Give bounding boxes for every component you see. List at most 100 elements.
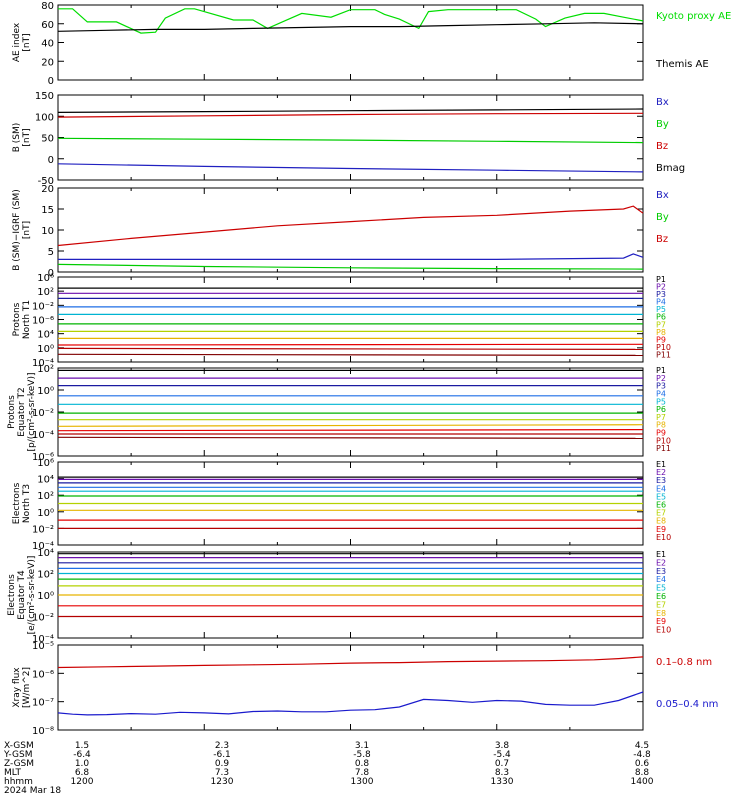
ephemeris-value: 0.7	[495, 759, 509, 769]
y-tick-label: 10⁶	[37, 458, 54, 469]
y-axis-label-line: Electrons	[7, 574, 17, 616]
y-tick-label: 100	[35, 112, 54, 123]
y-axis-label-line: [W/m^2]	[22, 667, 32, 708]
y-axis-label-line: Protons	[7, 395, 17, 429]
legend-entry: E6	[656, 501, 666, 510]
y-tick-label: 10⁻⁸	[32, 726, 54, 737]
ephemeris-value: 1300	[351, 777, 374, 787]
y-tick-label: 10⁻⁴	[32, 358, 54, 369]
ephemeris-value: -6.4	[73, 750, 91, 760]
y-tick-label: 10⁻⁴	[32, 430, 54, 441]
ephemeris-value: 6.8	[75, 768, 90, 778]
y-axis-label: Electrons Equator T4 [e/(cm²-s-sr-keV)]	[7, 556, 37, 635]
legend-entry: P6	[656, 405, 666, 414]
y-tick-label: 60	[41, 20, 54, 31]
legend-entry: 0.05–0.4 nm	[656, 699, 718, 710]
panel-2: 150 100 50 0 -50 B (SM) [nT] Bx By Bz Bmag	[12, 91, 685, 187]
legend-entry: Kyoto proxy AE	[656, 11, 731, 22]
legend-entry: Bz	[656, 234, 668, 245]
ephemeris-value: 2.3	[215, 741, 229, 751]
y-tick-label: 10²	[37, 570, 54, 581]
legend-entry: E5	[656, 584, 666, 593]
legend-entry: 0.1–0.8 nm	[656, 657, 712, 668]
legend-entry: E10	[656, 533, 671, 542]
legend-entry: E3	[656, 567, 666, 576]
y-tick-label: 10⁻²	[32, 613, 54, 624]
y-tick-label: 15	[41, 205, 54, 216]
legend-entry: E8	[656, 517, 666, 526]
series-line-0-1-0-8-nm	[57, 656, 644, 669]
panel-frame	[57, 4, 644, 81]
legend-entry: Bmag	[656, 163, 685, 174]
legend-entry: Bx	[656, 190, 669, 201]
series-line-p10	[57, 347, 644, 350]
series-line-0-05-0-4-nm	[57, 691, 644, 716]
y-axis-label: Protons North T1	[12, 300, 32, 339]
legend-entry: By	[656, 119, 669, 130]
y-tick-label: 10²	[37, 491, 54, 502]
y-tick-label: 0	[48, 155, 54, 166]
series-line-p8	[57, 424, 644, 427]
y-axis-label-line: [nT]	[22, 128, 32, 146]
ephemeris-value: 1.0	[75, 759, 90, 769]
series-line-bx	[57, 163, 644, 173]
legend-entry: By	[656, 212, 669, 223]
ephemeris-value: 1330	[491, 777, 514, 787]
legend-entry: P1	[656, 366, 666, 375]
series-line-kyoto-proxy-ae	[58, 8, 644, 34]
ephemeris-value: -6.1	[213, 750, 231, 760]
y-tick-label: 10⁻⁷	[32, 698, 54, 709]
series-line-p11	[57, 436, 644, 439]
y-tick-label: 10⁻⁴	[32, 541, 54, 552]
ephemeris-value: -5.4	[493, 750, 511, 760]
legend-entry: P5	[656, 397, 666, 406]
y-axis-label-line: [nT]	[22, 33, 32, 51]
y-tick-label: 50	[41, 134, 54, 145]
y-tick-label: 0	[48, 268, 54, 279]
y-axis-label: Electrons North T3	[12, 482, 32, 524]
legend-entry: E8	[656, 609, 666, 618]
y-axis-label-line: North T1	[22, 300, 32, 339]
legend-entry: Bx	[656, 97, 669, 108]
ephemeris-row-label: X-GSM	[4, 741, 34, 751]
panel-frame	[57, 94, 644, 181]
legend-entry: E3	[656, 476, 666, 485]
legend-entry: P1	[656, 275, 666, 284]
y-tick-label: 10⁴	[37, 330, 54, 341]
y-tick-label: 80	[41, 1, 54, 12]
ephemeris-row-label: hhmm	[4, 777, 33, 787]
ephemeris-value: 8.3	[495, 768, 509, 778]
ephemeris-value: -4.8	[633, 750, 651, 760]
y-tick-label: 40	[41, 39, 54, 50]
legend-entry: E7	[656, 600, 666, 609]
ephemeris-row-label: Z-GSM	[4, 759, 34, 769]
legend-entry: P6	[656, 313, 666, 322]
legend-entry: P11	[656, 444, 671, 453]
legend-entry: P7	[656, 320, 666, 329]
ephemeris-value: 8.8	[635, 768, 650, 778]
ephemeris-value: 7.3	[215, 768, 229, 778]
legend-entry: P2	[656, 374, 666, 383]
series-line-bz	[57, 205, 644, 247]
y-tick-label: 10⁰	[37, 508, 54, 519]
legend-entry: Bz	[656, 141, 668, 152]
y-tick-label: 10⁰	[37, 591, 54, 602]
legend-entry: E10	[656, 626, 671, 635]
series-line-p9	[57, 343, 644, 346]
ephemeris-value: 4.5	[635, 741, 649, 751]
legend-entry: E2	[656, 558, 666, 567]
legend-entry: P10	[656, 343, 671, 352]
y-tick-label: 5	[48, 247, 54, 258]
legend-entry: P10	[656, 436, 671, 445]
ephemeris-row-label: MLT	[4, 768, 22, 778]
y-axis-label-line: [nT]	[22, 221, 32, 239]
legend-entry: E9	[656, 617, 666, 626]
y-tick-label: 10	[41, 226, 54, 237]
ephemeris-date: 2024 Mar 18	[4, 786, 61, 796]
y-tick-label: 20	[41, 57, 54, 68]
y-tick-label: 0	[48, 76, 54, 87]
